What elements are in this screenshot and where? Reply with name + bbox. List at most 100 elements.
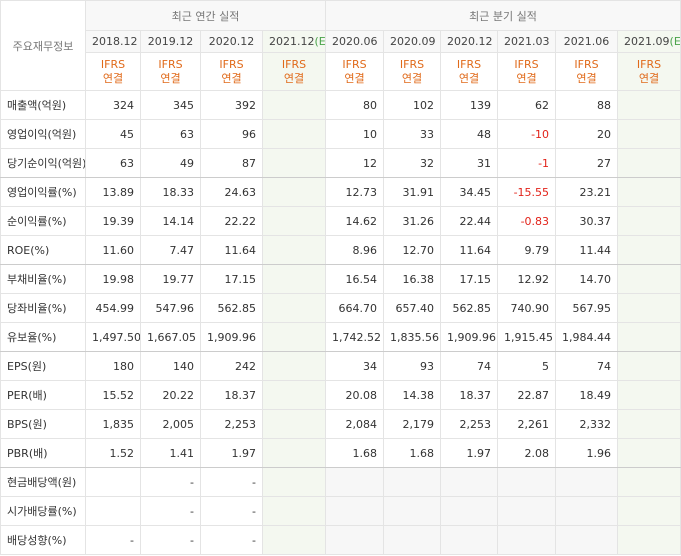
- cell: [261, 380, 327, 410]
- cell: 19.98: [85, 264, 141, 294]
- period: 2021.06: [563, 35, 610, 48]
- cell: 567.95: [555, 293, 619, 323]
- cell: 454.99: [85, 293, 141, 323]
- row-label: 당좌비율(%): [0, 293, 86, 323]
- cell: 1.97: [440, 438, 499, 468]
- basis: 연결: [638, 71, 660, 85]
- standard-header: IFRS 연결: [440, 52, 499, 91]
- cell: [325, 496, 385, 526]
- cell: 1,742.52: [325, 322, 385, 352]
- cell: 345: [140, 90, 201, 120]
- row-label: PBR(배): [0, 438, 86, 468]
- row-label: 배당성향(%): [0, 525, 86, 555]
- cell: -: [200, 467, 263, 497]
- cell: 140: [140, 351, 201, 381]
- data-row: PER(배) 15.52 20.22 18.37 20.08 14.38 18.37 22.8…: [0, 380, 681, 410]
- cell: -: [200, 525, 263, 555]
- cell: 34: [325, 351, 385, 381]
- basis: 연결: [283, 71, 305, 85]
- standard-header: IFRS 연결: [383, 52, 442, 91]
- cell: 11.64: [200, 235, 263, 265]
- cell: 74: [440, 351, 499, 381]
- row-label: PER(배): [0, 380, 86, 410]
- period-header: 2020.09: [383, 30, 442, 53]
- cell: 1,667.05: [140, 322, 201, 352]
- cell: 1,984.44: [555, 322, 619, 352]
- cell: 12.92: [497, 264, 557, 294]
- cell: 11.44: [555, 235, 619, 265]
- cell: 22.87: [497, 380, 557, 410]
- cell: -: [140, 467, 201, 497]
- estimate-mark: (E): [314, 35, 326, 48]
- cell: [261, 148, 327, 178]
- standard-header: IFRS 연결: [617, 52, 681, 91]
- cell: 63: [85, 148, 141, 178]
- cell: 139: [440, 90, 499, 120]
- standard: IFRS: [100, 57, 126, 71]
- data-row: 현금배당액(원) - -: [0, 467, 681, 497]
- data-row: 매출액(억원) 324 345 392 80 102 139 62 88: [0, 90, 681, 120]
- data-row: 시가배당률(%) - -: [0, 496, 681, 526]
- cell: [261, 409, 327, 439]
- basis: 연결: [221, 71, 242, 85]
- cell: 88: [555, 90, 619, 120]
- estimate-mark: (E): [669, 35, 681, 48]
- cell: [261, 264, 327, 294]
- cell: 2,261: [497, 409, 557, 439]
- data-row: 유보율(%) 1,497.50 1,667.05 1,909.96 1,742.52 1,…: [0, 322, 681, 352]
- cell: 8.96: [325, 235, 385, 265]
- standard: IFRS: [342, 57, 367, 71]
- cell: [261, 467, 327, 497]
- cell: 1.97: [200, 438, 263, 468]
- basis: 연결: [102, 71, 124, 85]
- period-header: 2021.09(E): [617, 30, 681, 53]
- cell: [497, 496, 557, 526]
- cell: 562.85: [200, 293, 263, 323]
- cell: 2,332: [555, 409, 619, 439]
- period-header: 2021.03: [497, 30, 557, 53]
- standard: IFRS: [281, 57, 307, 71]
- cell: 180: [85, 351, 141, 381]
- cell: [617, 235, 681, 265]
- cell: 13.89: [85, 177, 141, 207]
- cell: 19.39: [85, 206, 141, 236]
- cell: [383, 467, 442, 497]
- data-row: 부채비율(%) 19.98 19.77 17.15 16.54 16.38 17.15 12.…: [0, 264, 681, 294]
- cell: [617, 293, 681, 323]
- cell: [85, 496, 141, 526]
- cell: [261, 90, 327, 120]
- basis: 연결: [344, 71, 365, 85]
- basis: 연결: [458, 71, 480, 85]
- cell: 7.47: [140, 235, 201, 265]
- cell: 20.08: [325, 380, 385, 410]
- cell: 48: [440, 119, 499, 149]
- standard-header: IFRS 연결: [200, 52, 263, 91]
- cell: [617, 264, 681, 294]
- data-row: 영업이익(억원) 45 63 96 10 33 48 -10 20: [0, 119, 681, 149]
- cell: 12.70: [383, 235, 442, 265]
- cell: 1,909.96: [440, 322, 499, 352]
- cell: 11.60: [85, 235, 141, 265]
- cell: [261, 322, 327, 352]
- cell: 1,497.50: [85, 322, 141, 352]
- cell: 45: [85, 119, 141, 149]
- cell: 18.37: [200, 380, 263, 410]
- cell: [617, 351, 681, 381]
- cell: 11.64: [440, 235, 499, 265]
- cell: [440, 496, 499, 526]
- cell: [261, 438, 327, 468]
- standard-row: IFRS 연결 IFRS 연결 IFRS 연결 IFRS 연결 IFRS 연결 IFRS 연결 IFRS…: [1, 52, 681, 91]
- cell: 49: [140, 148, 201, 178]
- cell: [325, 525, 385, 555]
- cell: [617, 119, 681, 149]
- row-label: BPS(원): [0, 409, 86, 439]
- cell: [261, 351, 327, 381]
- period: 2018.12: [92, 35, 138, 48]
- cell: 9.79: [497, 235, 557, 265]
- cell: 2.08: [497, 438, 557, 468]
- standard-header: IFRS 연결: [140, 52, 201, 91]
- cell: -: [85, 525, 141, 555]
- cell: -: [200, 496, 263, 526]
- standard-header: IFRS 연결: [497, 52, 557, 91]
- cell: [555, 467, 619, 497]
